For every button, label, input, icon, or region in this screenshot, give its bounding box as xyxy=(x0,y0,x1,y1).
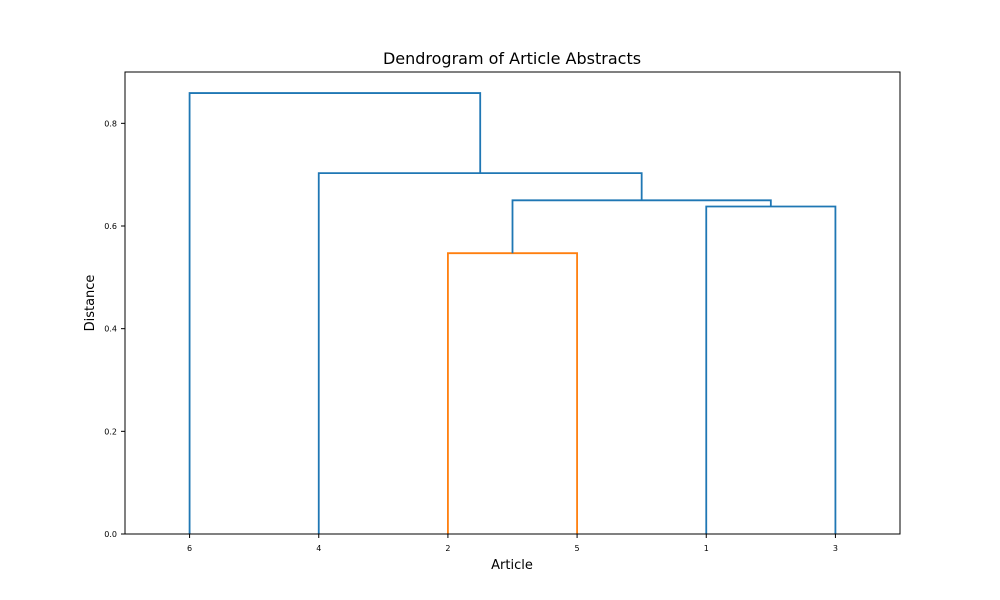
x-tick-label: 6 xyxy=(187,544,192,553)
y-tick-label: 0.6 xyxy=(104,222,117,231)
x-tick-label: 5 xyxy=(575,544,580,553)
y-tick-label: 0.4 xyxy=(104,325,117,334)
y-tick-label: 0.2 xyxy=(104,427,117,436)
y-tick-label: 0.8 xyxy=(104,119,117,128)
dendrogram-link xyxy=(188,92,482,534)
dendrogram-link xyxy=(447,252,578,534)
y-axis-label: Distance xyxy=(83,275,98,332)
chart-title: Dendrogram of Article Abstracts xyxy=(383,49,641,68)
dendrogram-links xyxy=(188,92,837,534)
dendrogram-link xyxy=(511,199,772,254)
x-axis-label: Article xyxy=(491,558,533,573)
dendrogram-link xyxy=(705,205,837,534)
dendrogram-link xyxy=(317,172,643,534)
x-tick-label: 3 xyxy=(833,544,838,553)
plot-frame xyxy=(124,71,901,535)
x-tick-label: 2 xyxy=(445,544,450,553)
y-tick-label: 0.0 xyxy=(104,530,117,539)
x-tick-label: 1 xyxy=(704,544,709,553)
x-tick-label: 4 xyxy=(316,544,321,553)
y-axis-ticks: 0.0 0.2 0.4 0.6 0.8 xyxy=(104,119,125,539)
x-axis-ticks: 6 4 2 5 1 3 xyxy=(187,534,838,553)
